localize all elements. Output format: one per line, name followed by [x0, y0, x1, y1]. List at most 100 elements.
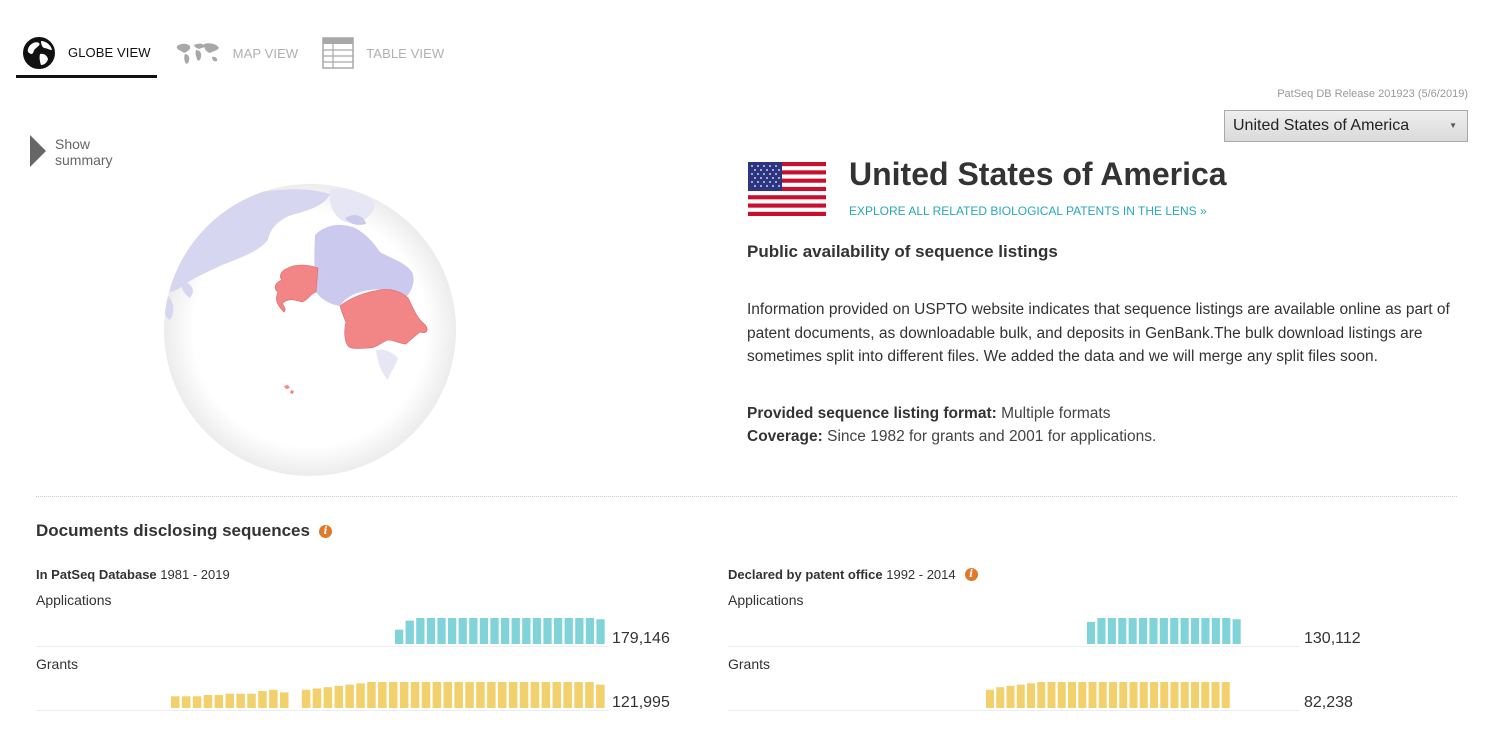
declared-title: Declared by patent office — [728, 567, 883, 582]
patseq-grants-bar — [552, 682, 561, 708]
info-icon[interactable]: i — [964, 568, 978, 581]
patseq-applications-bar — [522, 618, 531, 644]
coverage-value: Since 1982 for grants and 2001 for appli… — [827, 428, 1157, 445]
section-divider — [36, 496, 1457, 497]
declared-applications-bar — [1232, 619, 1241, 644]
triangle-right-icon — [30, 135, 46, 167]
patseq-grants-chart — [171, 682, 605, 708]
declared-grants-bar — [1098, 682, 1107, 708]
row-baseline — [728, 710, 1300, 711]
patseq-grants-bar — [269, 689, 278, 708]
world-map-icon — [175, 40, 221, 66]
patseq-applications-bar — [532, 618, 542, 644]
declared-applications-bar — [1139, 618, 1148, 644]
patseq-grants-bar — [192, 696, 202, 708]
patseq-applications-bar — [437, 618, 446, 644]
patseq-grants-label: Grants — [36, 656, 79, 672]
patseq-applications-bar — [426, 618, 436, 644]
patseq-grants-bar — [280, 692, 289, 708]
declared-grants-bar — [1047, 682, 1056, 708]
declared-grants-bar — [986, 689, 994, 708]
declared-applications-bar — [1170, 618, 1179, 644]
patseq-grants-bar — [389, 682, 398, 708]
patseq-applications-bar — [448, 618, 457, 644]
patseq-grants-bar — [399, 682, 409, 708]
declared-grants-bar — [1016, 684, 1025, 708]
patseq-grants-bar — [530, 682, 540, 708]
patseq-applications-bar — [469, 618, 478, 644]
patseq-grants-bar — [203, 695, 213, 708]
explore-patents-link[interactable]: EXPLORE ALL RELATED BIOLOGICAL PATENTS I… — [849, 204, 1207, 218]
patseq-applications-bar — [458, 618, 467, 644]
declared-applications-bar — [1087, 621, 1096, 644]
tab-map-view[interactable]: MAP VIEW — [169, 30, 305, 76]
patseq-grants-bar — [236, 693, 245, 708]
patseq-grants-bar — [258, 691, 267, 708]
patseq-applications-bar — [596, 619, 605, 644]
patseq-grants-bar — [563, 682, 572, 708]
release-info: PatSeq DB Release 201923 (5/6/2019) — [1277, 88, 1468, 100]
patseq-applications-bar — [416, 618, 425, 644]
declared-applications-bar — [1097, 618, 1106, 644]
patseq-grants-bar — [225, 693, 234, 708]
patseq-grants-bar — [334, 685, 343, 708]
declared-applications-bar — [1118, 618, 1127, 644]
declared-applications-bar — [1159, 618, 1168, 644]
row-baseline — [36, 710, 608, 711]
declared-grants-bar — [1221, 682, 1230, 708]
patseq-grants-bar — [476, 682, 485, 708]
patseq-range: 1981 - 2019 — [160, 567, 230, 582]
declared-grants-bar — [1160, 682, 1169, 708]
declared-applications-bar — [1180, 618, 1189, 644]
declared-grants-bar — [1139, 682, 1148, 708]
tab-globe-view[interactable]: GLOBE VIEW — [16, 30, 157, 78]
patseq-grants-bar — [519, 682, 529, 708]
patseq-grants-bar — [214, 695, 224, 708]
patseq-grants-bar — [171, 696, 180, 708]
declared-grants-bar — [1006, 685, 1015, 708]
patseq-grants-bar — [247, 693, 256, 708]
patseq-grants-bar — [454, 682, 463, 708]
patseq-grants-bar — [181, 696, 191, 708]
declared-grants-bar — [1078, 682, 1087, 708]
patseq-grants-bar — [323, 687, 333, 708]
declared-grants-bar — [1170, 682, 1179, 708]
declared-applications-bar — [1128, 618, 1137, 644]
patseq-applications-bar — [479, 618, 489, 644]
patseq-grants-bar — [367, 682, 376, 708]
declared-applications-bar — [1149, 618, 1158, 644]
country-title: United States of America — [849, 156, 1227, 192]
patseq-grants-bar — [432, 682, 442, 708]
chevron-down-icon: ▼ — [1449, 121, 1457, 130]
info-icon[interactable]: i — [318, 524, 332, 538]
show-summary-toggle[interactable]: Show summary — [30, 135, 125, 168]
patseq-grants-bar — [465, 682, 474, 708]
format-label: Provided sequence listing format: — [747, 405, 997, 422]
row-baseline — [728, 646, 1300, 647]
declared-grants-bar — [1057, 682, 1066, 708]
declared-applications-bar — [1201, 618, 1210, 644]
patseq-applications-bar — [585, 618, 595, 644]
view-tabs: GLOBE VIEW MAP VIEW TABL — [16, 30, 462, 78]
patseq-applications-bar — [575, 618, 584, 644]
us-flag-icon — [748, 162, 826, 216]
declared-grants-bar — [1211, 682, 1220, 708]
tab-table-view[interactable]: TABLE VIEW — [316, 30, 450, 76]
patseq-applications-bar — [511, 618, 520, 644]
patseq-grants-total: 121,995 — [612, 694, 670, 711]
declared-applications-chart — [1087, 618, 1241, 644]
patseq-grants-bar — [541, 682, 551, 708]
globe[interactable] — [160, 180, 460, 480]
declared-grants-bar — [996, 687, 1005, 708]
patseq-grants-bar — [487, 682, 496, 708]
declared-applications-bar — [1191, 618, 1200, 644]
patseq-subheading: In PatSeq Database 1981 - 2019 — [36, 567, 230, 582]
declared-range: 1992 - 2014 — [886, 567, 956, 582]
declared-grants-bar — [1068, 682, 1076, 708]
patseq-grants-bar — [574, 682, 583, 708]
declared-grants-bar — [1027, 683, 1035, 708]
declared-applications-bar — [1211, 618, 1220, 644]
globe-land — [164, 188, 428, 394]
patseq-grants-bar — [498, 682, 507, 708]
country-select[interactable]: United States of America ▼ — [1224, 110, 1468, 142]
